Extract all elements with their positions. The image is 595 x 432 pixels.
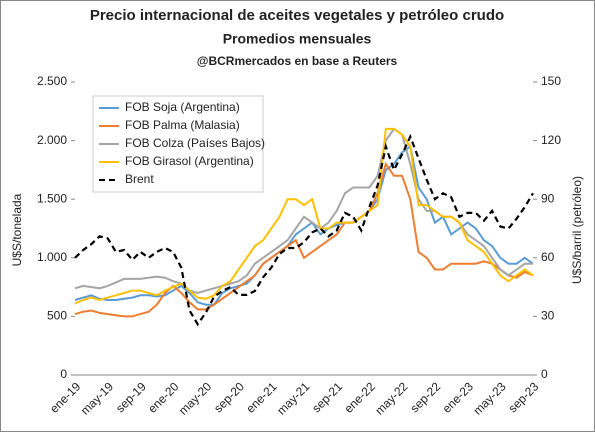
y-tick-label: 2.500 xyxy=(37,74,67,88)
legend-label: FOB Girasol (Argentina) xyxy=(125,154,254,168)
y-tick-label: 2.000 xyxy=(37,133,67,147)
y-tick-label: 0 xyxy=(60,367,67,381)
y2-axis-label: U$S/barril (petróleo) xyxy=(570,176,584,284)
series-line xyxy=(74,127,534,305)
legend-label: Brent xyxy=(125,172,154,186)
y-tick-label: 1.500 xyxy=(37,191,67,205)
source: @BCRmercados en base a Reuters xyxy=(197,54,398,68)
legend-box xyxy=(92,95,264,193)
series-line xyxy=(74,161,534,318)
y-tick-label: 1.000 xyxy=(37,250,67,264)
y2-tick-label: 150 xyxy=(541,74,561,88)
y-axis-label: U$S/tonelada xyxy=(10,193,24,266)
y2-tick-label: 90 xyxy=(541,191,555,205)
y2-tick-label: 120 xyxy=(541,133,561,147)
legend-label: FOB Soja (Argentina) xyxy=(125,100,240,114)
y-tick-label: 500 xyxy=(47,309,67,323)
chart-subtitle: Promedios mensuales xyxy=(223,31,372,47)
legend-label: FOB Palma (Malasia) xyxy=(125,118,240,132)
legend-label: FOB Colza (Países Bajos) xyxy=(125,136,265,150)
y2-tick-label: 60 xyxy=(541,250,555,264)
series-line xyxy=(74,144,534,306)
y2-tick-label: 30 xyxy=(541,309,555,323)
y2-tick-label: 0 xyxy=(541,367,548,381)
series-line xyxy=(74,133,534,327)
chart-title: Precio internacional de aceites vegetale… xyxy=(90,7,504,24)
